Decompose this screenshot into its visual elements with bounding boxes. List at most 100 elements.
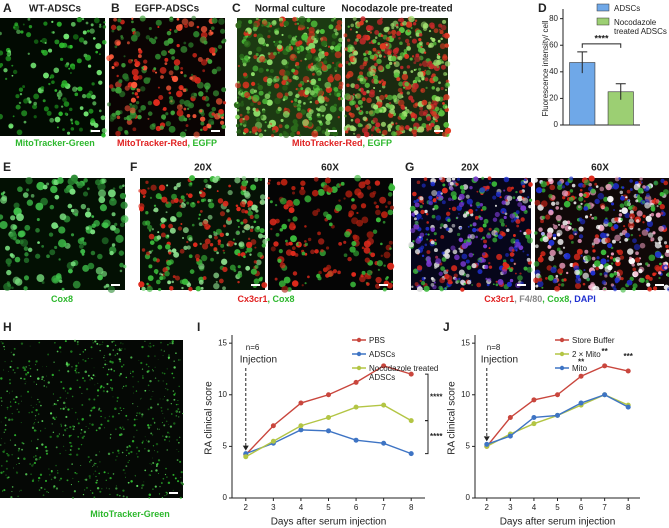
- micrograph-signal: [283, 20, 289, 27]
- micrograph-signal: [424, 77, 429, 82]
- micrograph-signal: [26, 199, 34, 206]
- micrograph-signal: [169, 28, 172, 31]
- micrograph-signal: [609, 256, 613, 260]
- micrograph-signal: [40, 486, 43, 489]
- micrograph-signal: [222, 200, 229, 207]
- micrograph-signal: [156, 451, 159, 453]
- micrograph-signal: [94, 340, 97, 343]
- micrograph-signal: [113, 370, 116, 372]
- micrograph-signal: [104, 359, 106, 361]
- micrograph-signal: [68, 434, 71, 437]
- micrograph-signal: [31, 426, 35, 429]
- micrograph-signal: [600, 232, 606, 239]
- micrograph-signal: [446, 275, 453, 282]
- micrograph-signal: [4, 428, 7, 431]
- micrograph-signal: [494, 204, 498, 207]
- micrograph-signal: [227, 189, 233, 196]
- y-tick-label: 80: [549, 14, 558, 23]
- micrograph-signal: [579, 188, 583, 192]
- scale-bar: [517, 284, 526, 286]
- micrograph-signal: [114, 355, 116, 356]
- micrograph-signal: [304, 90, 310, 95]
- micrograph-signal: [561, 190, 569, 197]
- micrograph-signal: [455, 182, 459, 186]
- micrograph-signal: [557, 268, 564, 275]
- micrograph-signal: [158, 493, 161, 495]
- micrograph-signal: [333, 87, 339, 92]
- micrograph-signal: [538, 275, 542, 279]
- micrograph-signal: [50, 185, 58, 194]
- micrograph-signal: [222, 286, 226, 291]
- micrograph-signal: [121, 63, 126, 68]
- micrograph-signal: [106, 390, 109, 393]
- micrograph-signal: [11, 453, 14, 456]
- micrograph-signal: [425, 86, 428, 90]
- micrograph-signal: [110, 387, 112, 389]
- micrograph-signal: [422, 26, 428, 32]
- micrograph-signal: [444, 61, 451, 67]
- micrograph-signal: [99, 204, 107, 212]
- micrograph-signal: [106, 487, 107, 489]
- micrograph-signal: [118, 348, 122, 352]
- micrograph-signal: [300, 180, 306, 186]
- micrograph-signal: [438, 271, 443, 276]
- micrograph-signal: [548, 193, 553, 199]
- micrograph-signal: [52, 393, 55, 395]
- panel-letter: A: [3, 1, 12, 15]
- micrograph-signal: [438, 23, 443, 28]
- micrograph-signal: [12, 69, 18, 75]
- micrograph-signal: [415, 53, 420, 58]
- micrograph-signal: [297, 107, 301, 112]
- micrograph-signal: [404, 106, 408, 110]
- micrograph-signal: [627, 221, 635, 229]
- micrograph-signal: [157, 379, 160, 382]
- micrograph-signal: [492, 237, 498, 243]
- micrograph-signal: [188, 286, 193, 292]
- micrograph-signal: [95, 50, 99, 54]
- micrograph-signal: [92, 342, 94, 344]
- micrograph-signal: [149, 463, 151, 465]
- micrograph-signal: [40, 86, 45, 90]
- micrograph-signal: [325, 120, 331, 126]
- micrograph-signal: [440, 37, 443, 41]
- micrograph-signal: [156, 465, 158, 467]
- micrograph-signal: [354, 104, 359, 108]
- micrograph-signal: [650, 204, 656, 210]
- micrograph-signal: [152, 457, 153, 459]
- micrograph-signal: [167, 431, 169, 434]
- micrograph-signal: [515, 272, 517, 275]
- micrograph-signal: [411, 38, 417, 44]
- micrograph-signal: [166, 493, 168, 496]
- micrograph-signal: [77, 237, 85, 245]
- micrograph-signal: [632, 206, 638, 212]
- micrograph-signal: [276, 76, 279, 79]
- micrograph-signal: [296, 65, 300, 69]
- data-point: [602, 363, 608, 369]
- micrograph-signal: [407, 29, 410, 33]
- micrograph-signal: [344, 105, 352, 112]
- micrograph-signal: [161, 410, 163, 412]
- micrograph-signal: [324, 51, 329, 57]
- micrograph-signal: [238, 241, 245, 248]
- micrograph-signal: [90, 489, 92, 491]
- micrograph-signal: [122, 495, 125, 498]
- micrograph-signal: [175, 410, 178, 412]
- micrograph-signal: [481, 258, 486, 263]
- micrograph-signal: [249, 228, 254, 233]
- micrograph-signal: [277, 44, 283, 50]
- micrograph-signal: [414, 55, 421, 63]
- micrograph-signal: [271, 134, 275, 138]
- micrograph-signal: [395, 122, 398, 125]
- micrograph-signal: [653, 198, 659, 205]
- micrograph-signal: [76, 340, 79, 343]
- micrograph-signal: [182, 227, 189, 234]
- micrograph-signal: [355, 96, 358, 99]
- micrograph-signal: [620, 218, 623, 221]
- micrograph-signal: [55, 416, 57, 418]
- micrograph-signal: [226, 209, 230, 213]
- micrograph-signal: [369, 192, 376, 198]
- micrograph-signal: [70, 434, 72, 437]
- micrograph-signal: [218, 18, 225, 25]
- micrograph-signal: [20, 238, 29, 247]
- micrograph-signal: [72, 34, 79, 40]
